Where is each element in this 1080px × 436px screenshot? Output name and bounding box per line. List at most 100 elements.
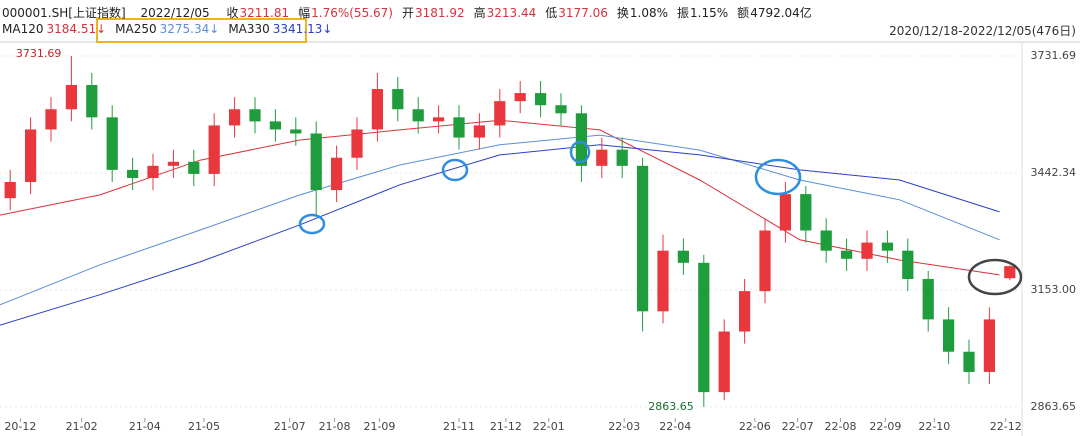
candle-body bbox=[800, 194, 812, 231]
x-tick-label: 21-08 bbox=[319, 420, 351, 433]
x-tick-label: 21-11 bbox=[443, 420, 475, 433]
candle-body bbox=[392, 89, 404, 110]
candle-body bbox=[126, 169, 139, 178]
ma-line bbox=[0, 144, 1000, 326]
x-tick-label: 21-12 bbox=[490, 420, 522, 433]
candle-body bbox=[718, 331, 730, 393]
x-tick-label: 21-04 bbox=[129, 420, 161, 433]
candle-body bbox=[555, 105, 567, 114]
plot: 3731.69 2863.65 bbox=[0, 47, 1020, 422]
header-row: 000001.SH[上证指数] 2022/12/05 收3211.81 幅1.76… bbox=[2, 4, 815, 21]
field-value: 3213.44 bbox=[486, 6, 537, 20]
annotation: 2863.65 bbox=[648, 400, 694, 413]
x-tick-label: 21-07 bbox=[274, 420, 306, 433]
field-value: 3181.92 bbox=[414, 6, 465, 20]
x-tick-label: 22-04 bbox=[659, 420, 691, 433]
x-tick-label: 22-10 bbox=[918, 420, 950, 433]
candle-body bbox=[820, 230, 832, 251]
date: 2022/12/05 bbox=[140, 6, 210, 20]
x-tick-label: 21-09 bbox=[363, 420, 395, 433]
candle-body bbox=[86, 85, 98, 118]
legend-value: 3184.51↓ bbox=[46, 22, 107, 36]
candle-body bbox=[45, 109, 57, 130]
highlight-circle bbox=[441, 158, 469, 182]
field-value: 1.08% bbox=[629, 6, 669, 20]
range: 2020/12/18-2022/12/05(476日) bbox=[889, 24, 1076, 38]
y-tick-label: 3442.34 bbox=[1031, 166, 1077, 179]
candle-body bbox=[106, 117, 118, 170]
field-label: 开 bbox=[401, 6, 414, 20]
field-label: 振 bbox=[677, 6, 690, 20]
highlight-circle bbox=[754, 158, 802, 196]
candle-body bbox=[514, 93, 526, 102]
field-label: 幅 bbox=[298, 6, 311, 20]
field-label: 收 bbox=[226, 6, 239, 20]
y-tick-label: 2863.65 bbox=[1031, 400, 1077, 413]
highlight-circle bbox=[298, 213, 326, 235]
candle-body bbox=[147, 165, 159, 178]
candle-body bbox=[249, 109, 261, 122]
field-value: 3211.81 bbox=[239, 6, 290, 20]
code: 000001.SH[上证指数] bbox=[2, 6, 126, 20]
x-tick-label: 22-06 bbox=[739, 420, 771, 433]
candle-body bbox=[534, 93, 547, 106]
x-tick-label: 21-05 bbox=[188, 420, 220, 433]
candle-body bbox=[1004, 266, 1016, 279]
candle-body bbox=[269, 121, 282, 130]
candle-body bbox=[371, 89, 384, 130]
candle-body bbox=[494, 101, 506, 126]
x-tick-label: 21-02 bbox=[66, 420, 98, 433]
highlight-circle bbox=[569, 140, 591, 164]
x-tick-label: 20-12 bbox=[4, 420, 36, 433]
candle-body bbox=[861, 242, 873, 259]
ma-row: MA120 3184.51↓ MA250 3275.34↓ MA330 3341.13↓ bbox=[2, 22, 335, 36]
candle-body bbox=[983, 319, 996, 372]
x-tick-label: 22-07 bbox=[782, 420, 814, 433]
candle-body bbox=[412, 109, 424, 122]
legend-value: 3275.34↓ bbox=[159, 22, 220, 36]
annotation: 3731.69 bbox=[16, 47, 62, 60]
candle-body bbox=[698, 262, 710, 393]
field-label: 换 bbox=[616, 6, 629, 20]
candle-body bbox=[575, 113, 588, 166]
candle-body bbox=[596, 149, 608, 166]
y-tick-label: 3153.00 bbox=[1031, 283, 1077, 296]
candle-body bbox=[24, 129, 37, 182]
candle-body bbox=[922, 278, 934, 320]
candle-body bbox=[290, 129, 302, 134]
candle-body bbox=[188, 161, 200, 174]
candle-body bbox=[453, 117, 465, 138]
field-value: 3177.06 bbox=[558, 6, 608, 20]
x-tick-label: 22-12 bbox=[990, 420, 1022, 433]
field-label: 低 bbox=[545, 6, 558, 20]
x-tick-label: 22-01 bbox=[533, 420, 565, 433]
candle-body bbox=[228, 109, 241, 126]
highlight-circle bbox=[967, 258, 1023, 296]
circles bbox=[298, 140, 1023, 296]
field-label: 额 bbox=[737, 6, 750, 20]
candle-body bbox=[351, 129, 363, 158]
candle-body bbox=[840, 250, 853, 259]
legend-value: 3341.13↓ bbox=[272, 22, 333, 36]
candle-body bbox=[616, 149, 628, 166]
candle-body bbox=[432, 117, 445, 122]
candle-body bbox=[167, 161, 180, 166]
field-value: 1.76%(55.67) bbox=[311, 6, 393, 20]
candle-body bbox=[677, 250, 690, 263]
legend-name: MA250 bbox=[115, 22, 157, 36]
candle-body bbox=[738, 291, 751, 332]
ma-line bbox=[0, 134, 1000, 306]
highlight-box bbox=[96, 18, 307, 43]
legend-name: MA330 bbox=[228, 22, 270, 36]
candle-body bbox=[657, 250, 669, 312]
candle-body bbox=[310, 133, 322, 191]
candle-body bbox=[759, 230, 771, 292]
candle-body bbox=[902, 250, 914, 279]
candle-body bbox=[942, 319, 955, 352]
candle-body bbox=[636, 165, 649, 312]
candle-body bbox=[4, 181, 16, 199]
candle-body bbox=[330, 157, 343, 191]
x-tick-label: 22-03 bbox=[608, 420, 640, 433]
y-tick-label: 3731.69 bbox=[1031, 49, 1077, 62]
